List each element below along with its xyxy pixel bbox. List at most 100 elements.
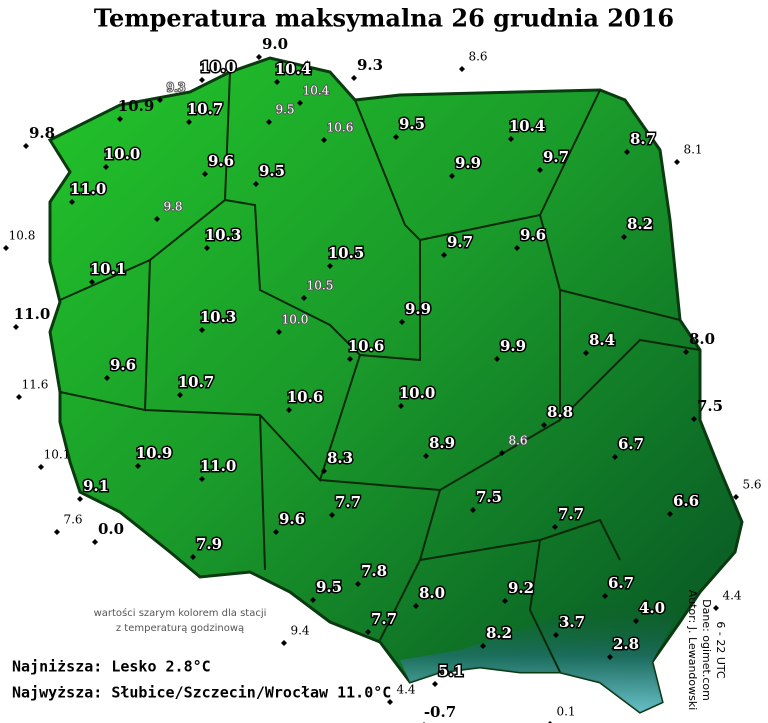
station-value: 10.3 — [205, 226, 242, 244]
station-value: 10.5 — [328, 244, 365, 262]
station-marker — [432, 681, 438, 687]
station-value: 7.5 — [697, 397, 723, 415]
station-value: 9.4 — [290, 624, 309, 638]
station-marker — [117, 116, 123, 122]
station-value: 7.7 — [371, 610, 397, 628]
regions — [59, 71, 701, 673]
station-marker — [327, 263, 333, 269]
station-marker — [552, 524, 558, 530]
station-marker — [674, 159, 680, 165]
station-value: 9.6 — [110, 356, 136, 374]
station-marker — [190, 554, 196, 560]
station-marker — [13, 324, 19, 330]
station-value: 7.5 — [476, 488, 502, 506]
station-marker — [157, 97, 163, 103]
station-marker — [321, 468, 327, 474]
station-marker — [423, 453, 429, 459]
station-value: 11.0 — [14, 305, 51, 323]
station-value: 10.6 — [348, 337, 385, 355]
station-marker — [135, 463, 141, 469]
station-value: 10.0 — [104, 145, 141, 163]
station-marker — [441, 252, 447, 258]
station-value: 9.9 — [500, 337, 526, 355]
station-marker — [612, 454, 618, 460]
station-marker — [273, 529, 279, 535]
station-value: 5.1 — [438, 662, 464, 680]
station-value: 9.0 — [262, 35, 288, 53]
station-marker — [633, 618, 639, 624]
station-marker — [199, 327, 205, 333]
station-value: 4.4 — [396, 683, 415, 697]
station-marker — [199, 77, 205, 83]
station-value: 9.6 — [208, 152, 234, 170]
station-value: 9.5 — [275, 103, 294, 117]
station-marker — [470, 507, 476, 513]
station-marker — [154, 216, 160, 222]
highest: Najwyższa: Słubice/Szczecin/Wrocław 11.0… — [12, 684, 391, 702]
station-marker — [514, 245, 520, 251]
station-marker — [281, 640, 287, 646]
station-value: 10.7 — [187, 100, 224, 118]
station-value: 9.9 — [405, 300, 431, 318]
station-value: 5.6 — [742, 478, 761, 492]
station-value: 7.6 — [63, 513, 82, 527]
station-marker — [480, 643, 486, 649]
station-marker — [23, 143, 29, 149]
station-marker — [691, 416, 697, 422]
station-value: 10.1 — [90, 260, 127, 278]
station-marker — [301, 295, 307, 301]
station-marker — [204, 245, 210, 251]
station-marker — [351, 75, 357, 81]
station-marker — [69, 199, 75, 205]
station-value: 10.4 — [275, 60, 312, 78]
station-marker — [541, 422, 547, 428]
station-value: 9.2 — [508, 579, 534, 597]
station-value: 11.0 — [200, 457, 237, 475]
station-marker — [355, 581, 361, 587]
station-marker — [266, 119, 272, 125]
station-value: 7.8 — [361, 562, 387, 580]
station-marker — [89, 279, 95, 285]
station-value: 8.0 — [419, 584, 445, 602]
credits: Autor: J. Lewandowski Dane: ogimet.com 6… — [686, 590, 727, 711]
station-marker — [387, 699, 393, 705]
station-value: 8.0 — [689, 330, 715, 348]
station-value: 6.7 — [618, 435, 644, 453]
lowest: Najniższa: Lesko 2.8°C — [12, 658, 211, 676]
station-value: 7.7 — [335, 493, 361, 511]
station-marker — [274, 79, 280, 85]
station-value: 8.6 — [468, 50, 487, 64]
station-value: 10.6 — [287, 388, 324, 406]
station-marker — [494, 356, 500, 362]
station-value: 8.9 — [429, 434, 455, 452]
station-value: 10.0 — [200, 58, 237, 76]
station-marker — [713, 605, 719, 611]
station-value: 10.3 — [200, 308, 237, 326]
station-marker — [321, 137, 327, 143]
station-marker — [103, 164, 109, 170]
station-marker — [199, 476, 205, 482]
station-marker — [177, 392, 183, 398]
station-value: 9.9 — [455, 154, 481, 172]
station-marker — [253, 181, 259, 187]
station-marker — [459, 66, 465, 72]
station-value: 9.6 — [520, 226, 546, 244]
station-marker — [3, 245, 9, 251]
station-marker — [621, 234, 627, 240]
station-marker — [38, 464, 44, 470]
station-value: 11.6 — [22, 378, 49, 392]
station-value: 9.8 — [29, 124, 55, 142]
station-value: 10.6 — [327, 121, 354, 135]
station-value: 8.1 — [683, 143, 702, 157]
station-marker — [286, 407, 292, 413]
station-marker — [329, 512, 335, 518]
station-value: 10.1 — [44, 448, 71, 462]
station-marker — [683, 349, 689, 355]
station-value: 8.8 — [547, 403, 573, 421]
station-marker — [54, 529, 60, 535]
station-value: 8.2 — [627, 215, 653, 233]
station-value: 0.1 — [556, 705, 575, 719]
station-value: 4.0 — [639, 599, 665, 617]
station-value: 10.0 — [399, 384, 436, 402]
